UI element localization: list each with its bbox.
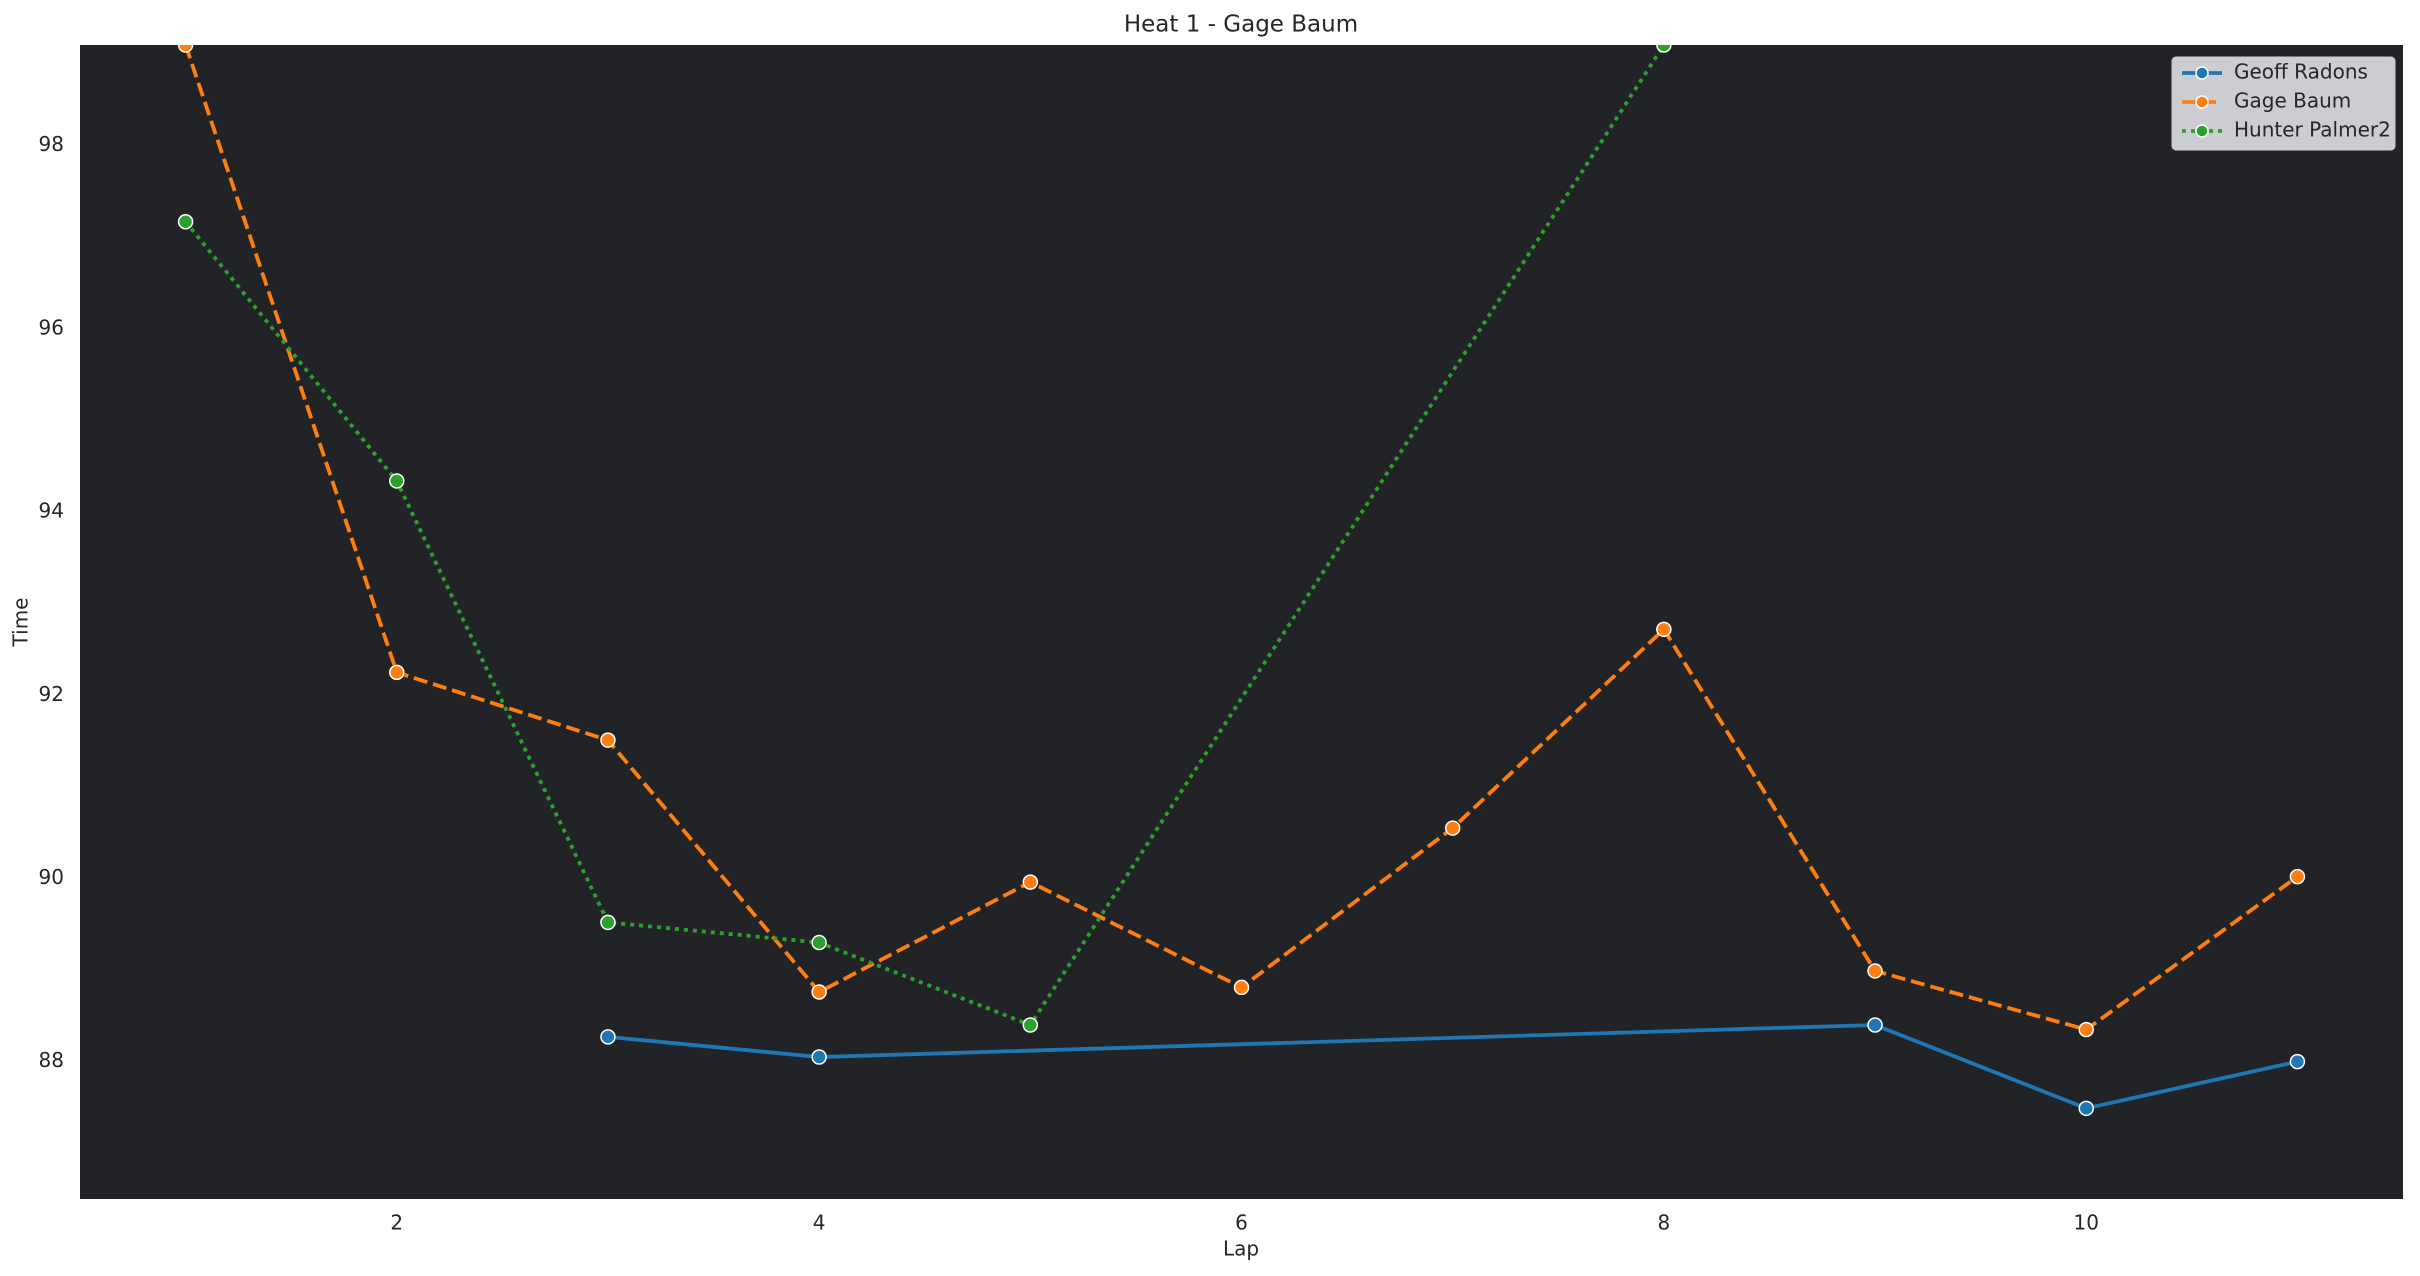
x-tick-label: 2 (390, 1211, 403, 1235)
data-point (1233, 979, 1250, 996)
y-tick-label: 92 (39, 682, 64, 706)
data-point (2289, 868, 2306, 885)
data-point (600, 914, 616, 931)
legend-box (2171, 56, 2396, 151)
x-tick-label: 8 (1657, 1211, 1670, 1235)
data-point (600, 732, 616, 748)
data-point (811, 1049, 827, 1065)
series-line (184, 45, 1666, 1028)
legend-label: Gage Baum (2234, 89, 2351, 113)
legend-marker (2195, 66, 2209, 80)
data-point (389, 664, 405, 681)
data-point (1656, 621, 1672, 638)
x-tick-label: 4 (813, 1211, 826, 1235)
data-point (2078, 1100, 2094, 1117)
data-point (177, 45, 194, 53)
data-point (389, 473, 405, 489)
plot-area (80, 45, 2403, 1199)
y-tick-label: 94 (39, 499, 64, 523)
data-point (811, 984, 827, 1000)
y-tick-label: 88 (39, 1048, 64, 1072)
plot-layer (177, 45, 2306, 1117)
data-point (811, 934, 827, 951)
y-tick-label: 90 (39, 865, 64, 889)
y-tick-label: 96 (39, 315, 64, 339)
data-point (1867, 963, 1883, 979)
data-point (1444, 820, 1461, 836)
legend-marker (2195, 124, 2209, 138)
data-point (177, 214, 194, 230)
x-tick-label: 6 (1235, 1211, 1248, 1235)
data-point (600, 1029, 616, 1045)
data-point (1867, 1017, 1883, 1033)
legend-marker (2195, 95, 2209, 109)
y-tick-label: 98 (39, 132, 64, 156)
data-point (2289, 1053, 2306, 1070)
data-point (1022, 874, 1039, 890)
data-point (2078, 1021, 2094, 1038)
data-point (1022, 1017, 1039, 1033)
data-point (1656, 45, 1672, 53)
chart-title: Heat 1 - Gage Baum (1124, 12, 1358, 38)
legend-label: Hunter Palmer2 (2234, 118, 2391, 142)
x-tick-label: 10 (2074, 1211, 2099, 1235)
x-axis-label: Lap (1223, 1237, 1259, 1261)
y-axis-label: Time (9, 598, 33, 648)
legend-label: Geoff Radons (2234, 60, 2368, 84)
